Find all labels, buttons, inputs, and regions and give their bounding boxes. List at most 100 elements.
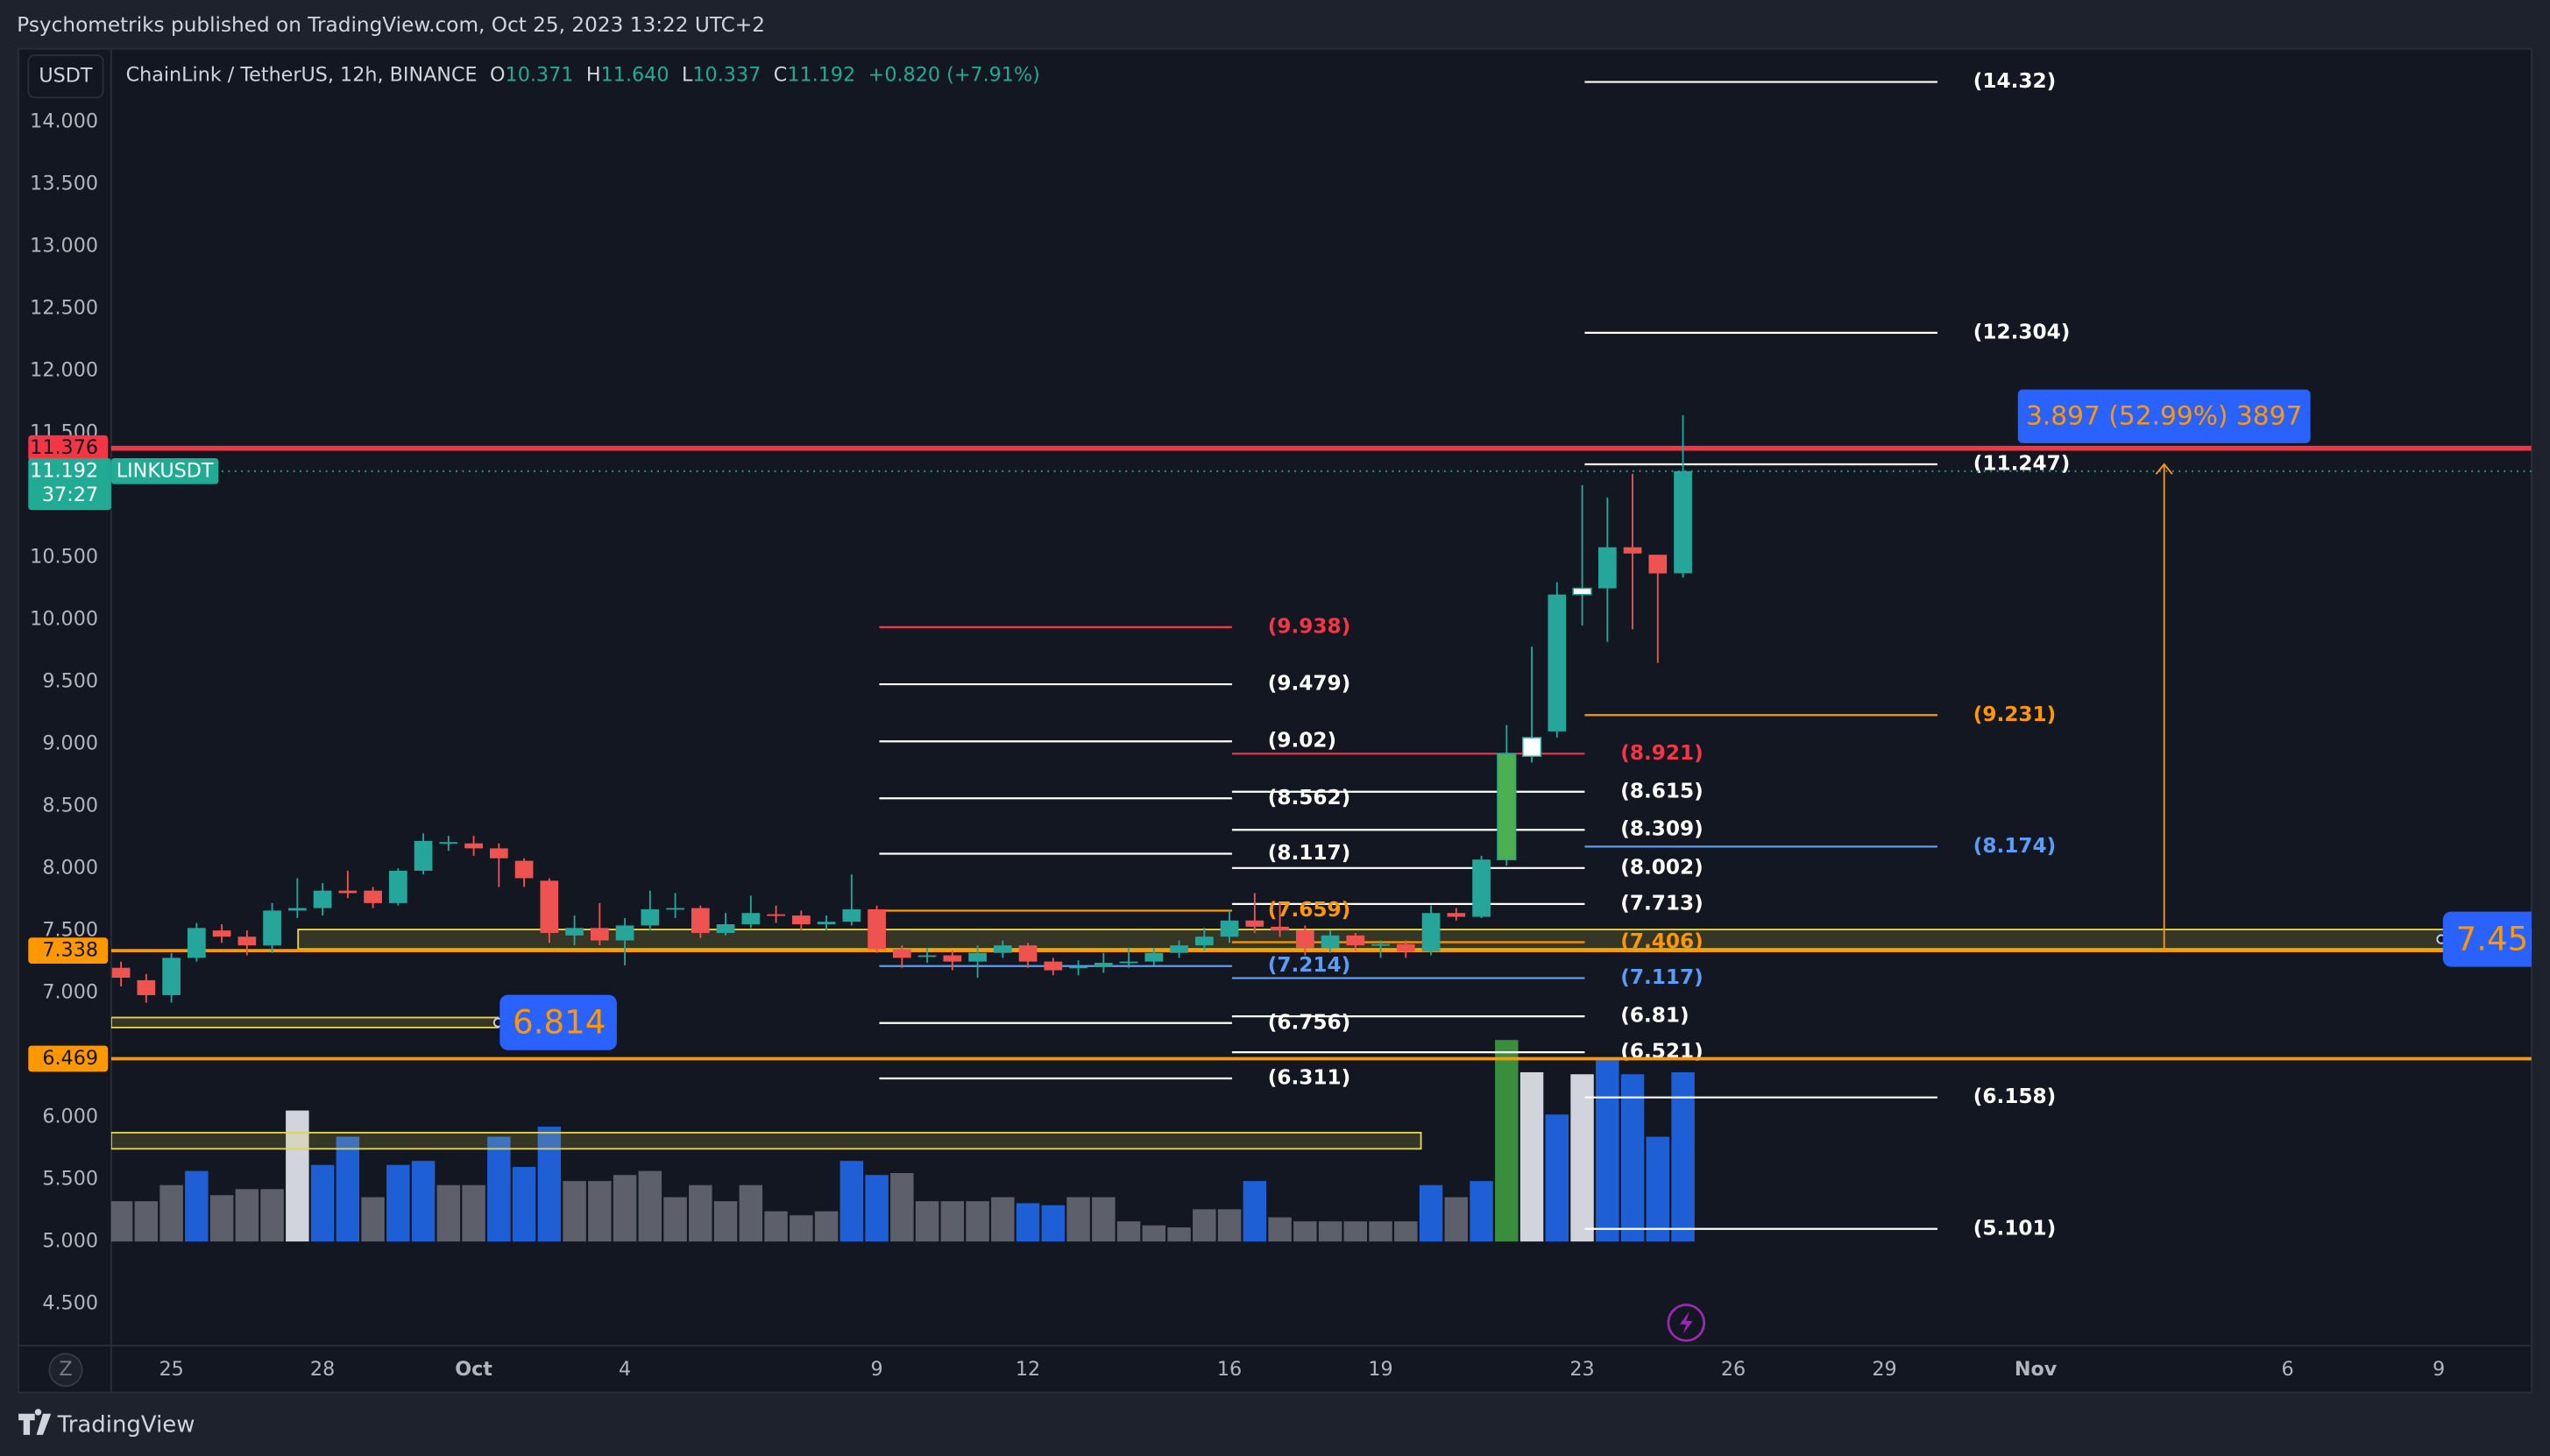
candle-body: [1245, 920, 1264, 927]
x-tick-label: 23: [1569, 1358, 1594, 1381]
y-tick-label: 5.000: [42, 1230, 98, 1253]
x-tick-label: 6: [2281, 1358, 2293, 1381]
level-label: (7.713): [1620, 891, 1703, 915]
volume-bar: [1545, 1114, 1569, 1242]
volume-bar: [814, 1211, 839, 1242]
volume-bar: [537, 1127, 562, 1242]
scale-button[interactable]: [48, 1353, 83, 1388]
candle-body: [489, 848, 508, 859]
zone-badge-label: 6.814: [513, 1004, 606, 1042]
level-label: (6.158): [1973, 1085, 2056, 1108]
x-tick-label: 29: [1872, 1358, 1896, 1381]
volume-bar: [890, 1172, 914, 1242]
y-tick-label: 10.500: [30, 546, 98, 569]
volume-bar: [1293, 1221, 1317, 1242]
level-label: (9.938): [1268, 614, 1350, 638]
volume-bar: [1620, 1074, 1645, 1242]
price-badge-label: 7.338: [42, 939, 98, 962]
candle-body: [968, 952, 987, 962]
level-label: (8.921): [1620, 741, 1703, 765]
legend-value: 11.192: [787, 63, 855, 86]
legend-value: 10.371: [506, 63, 574, 86]
events-icon[interactable]: [1667, 1304, 1706, 1342]
volume-bar: [1193, 1209, 1216, 1242]
candle-body: [1371, 944, 1390, 946]
level-label: (8.002): [1620, 855, 1703, 879]
candle-body: [1170, 945, 1188, 953]
volume-bar: [613, 1175, 637, 1242]
currency-label[interactable]: USDT: [39, 65, 93, 88]
candle-body: [1144, 952, 1164, 962]
volume-bar: [689, 1184, 712, 1242]
volume-bar: [966, 1201, 989, 1242]
symbol-badge: [110, 457, 219, 484]
candle-body: [1321, 935, 1340, 948]
candle-body: [540, 880, 559, 933]
price-badge: [28, 937, 109, 964]
candle-body: [1094, 963, 1113, 967]
current-price-label: 11.192: [30, 459, 98, 482]
level-label: (9.231): [1973, 703, 2056, 726]
candle-body: [943, 955, 962, 962]
candle-body: [615, 925, 634, 941]
candle-body: [666, 908, 684, 910]
candle-body: [691, 908, 710, 933]
y-tick-label: 9.500: [42, 670, 98, 693]
level-label: (9.02): [1268, 729, 1336, 753]
candle-body: [414, 840, 433, 871]
volume-bar: [1318, 1221, 1342, 1242]
x-tick-label: Nov: [2015, 1358, 2058, 1381]
volume-bar: [1343, 1221, 1368, 1242]
legend-key: H: [586, 63, 601, 86]
candle-body: [1194, 937, 1214, 946]
volume-bar: [1394, 1221, 1418, 1242]
candle-body: [1271, 926, 1289, 931]
measure-label: 3.897 (52.99%) 3897: [2026, 400, 2302, 431]
x-tick-label: 19: [1368, 1358, 1392, 1381]
candle-body: [464, 843, 483, 849]
volume-bar: [663, 1197, 687, 1242]
x-tick-label: 26: [1721, 1358, 1746, 1381]
legend-key: L: [682, 63, 693, 86]
candle-body: [338, 890, 358, 894]
volume-bar: [865, 1175, 889, 1242]
candle-body: [514, 860, 534, 879]
level-label: (8.615): [1620, 779, 1703, 802]
y-tick-label: 5.500: [42, 1168, 98, 1191]
volume-bar: [563, 1181, 586, 1242]
volume-bar: [1092, 1197, 1116, 1242]
candle-body: [741, 913, 761, 925]
legend-change: +0.820 (+7.91%): [868, 63, 1040, 86]
y-tick-label: 12.000: [30, 359, 98, 382]
published-note: Psychometriks published on TradingView.c…: [17, 13, 765, 37]
volume-bar: [1444, 1197, 1469, 1242]
candle-body: [162, 958, 181, 995]
volume-bar: [310, 1164, 335, 1242]
level-label: (7.214): [1268, 953, 1350, 977]
chart-area: [18, 47, 2532, 1394]
brand-name: TradingView: [57, 1411, 195, 1438]
y-tick-label: 4.500: [42, 1292, 98, 1315]
volume-bar: [1116, 1221, 1141, 1242]
volume-bar: [588, 1181, 612, 1242]
candle-body: [212, 930, 231, 937]
candle-body: [1396, 944, 1415, 952]
candle-body: [1044, 961, 1063, 971]
volume-bar: [1142, 1225, 1166, 1242]
candle-body: [1018, 945, 1038, 962]
scale-button-label[interactable]: Z: [59, 1358, 72, 1381]
plot: (14.32) (12.304) (11.247) (9.231) (8.174) (6.…: [110, 69, 2532, 1242]
y-tick-label: 9.000: [42, 732, 98, 755]
volume-bar: [1596, 1060, 1619, 1242]
axes: 4.5005.0005.5006.0006.5007.0007.5008.000…: [28, 110, 2445, 1381]
volume-bar: [1167, 1227, 1191, 1242]
volume-bar: [764, 1211, 788, 1242]
countdown-label: 37:27: [42, 484, 98, 506]
currency-button[interactable]: [27, 54, 104, 99]
candle-body: [1447, 913, 1466, 917]
candle-body: [1497, 753, 1517, 860]
volume-bar: [1041, 1205, 1066, 1242]
volume-bar: [336, 1136, 360, 1242]
volume-bar: [1671, 1071, 1695, 1242]
candle-body: [1346, 935, 1365, 946]
